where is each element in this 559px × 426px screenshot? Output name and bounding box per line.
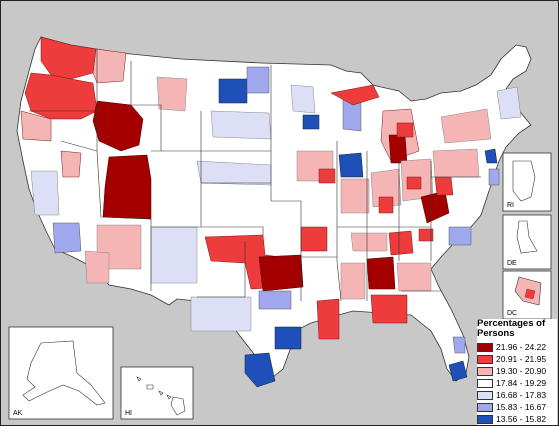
- dc-red-tract: [524, 288, 536, 300]
- delaware-shape: [516, 220, 538, 254]
- legend-item: 15.83 - 16.67: [477, 401, 557, 413]
- region-houston-blue: [274, 326, 302, 350]
- legend-label: 20.91 - 21.95: [496, 354, 547, 364]
- inset-delaware: DE: [502, 214, 552, 270]
- legend-label: 13.56 - 15.82: [496, 414, 547, 424]
- legend-label: 15.83 - 16.67: [496, 402, 547, 412]
- legend-swatch: [477, 354, 493, 364]
- legend-swatch: [477, 378, 493, 388]
- legend-label: 21.96 - 24.22: [496, 342, 547, 352]
- region-florida-blue: [448, 360, 468, 382]
- region-idaho: [92, 100, 144, 152]
- region-tennessee-red: [388, 230, 414, 256]
- region-chicago-blue: [338, 152, 364, 178]
- region-michigan-dark: [388, 134, 408, 164]
- region-south-texas-blue: [244, 352, 276, 388]
- legend-swatch: [477, 342, 493, 352]
- region-new-england-light: [496, 86, 522, 120]
- region-alabama-south-red: [370, 294, 408, 324]
- region-mississippi-pink: [340, 262, 366, 300]
- region-ohio-red: [406, 176, 422, 190]
- region-washington-west: [40, 36, 97, 80]
- region-indiana-pink: [370, 168, 402, 208]
- region-florida-lavender: [452, 336, 466, 354]
- region-minnesota-blue: [302, 114, 320, 130]
- region-new-york-pink: [440, 108, 492, 144]
- region-pennsylvania-pink: [432, 148, 480, 178]
- region-virginia-red: [418, 228, 434, 242]
- rhode-island-shape: [512, 160, 536, 202]
- region-virginia-lavender: [448, 226, 472, 246]
- region-nevada-pink: [60, 150, 82, 178]
- region-georgia-pink: [396, 262, 432, 292]
- legend-item: 16.68 - 17.83: [477, 389, 557, 401]
- region-texas-light: [190, 296, 252, 332]
- region-south-dakota-light: [210, 110, 272, 140]
- region-new-york-blue: [484, 148, 498, 164]
- legend-item: 19.30 - 20.90: [477, 365, 557, 377]
- region-tennessee-pink: [350, 232, 388, 252]
- region-washington-east: [92, 48, 127, 84]
- legend-label: 16.68 - 17.83: [496, 390, 547, 400]
- alaska-label: AK: [13, 410, 23, 417]
- legend-label: 19.30 - 20.90: [496, 366, 547, 376]
- legend-label: 17.84 - 19.29: [496, 378, 547, 388]
- legend-item: 21.96 - 24.22: [477, 341, 557, 353]
- alaska-shape: [22, 340, 106, 406]
- legend-swatch: [477, 402, 493, 412]
- region-nebraska-light: [196, 160, 272, 186]
- region-california-south-pink: [84, 250, 110, 284]
- legend-swatch: [477, 366, 493, 376]
- dc-label: DC: [507, 310, 517, 317]
- legend-swatch: [477, 390, 493, 400]
- region-texas-lavender: [258, 290, 292, 310]
- region-oklahoma-dark: [258, 254, 304, 292]
- region-missouri-red: [318, 168, 336, 184]
- legend: Percentages of Persons 21.96 - 24.22 20.9…: [477, 319, 557, 425]
- region-montana-pink: [156, 76, 188, 112]
- region-michigan-upper: [330, 84, 380, 106]
- region-kentucky-red: [378, 196, 394, 214]
- legend-item: 13.56 - 15.82: [477, 413, 557, 425]
- region-illinois-pink: [340, 178, 370, 214]
- region-arkansas-red: [300, 226, 328, 252]
- region-louisiana-red: [316, 298, 340, 340]
- state-boundaries: [29, 49, 481, 302]
- inset-dc: DC: [502, 270, 552, 320]
- region-oregon-pink: [20, 110, 52, 142]
- region-new-mexico-light: [150, 226, 198, 284]
- hawaii-label: HI: [125, 410, 132, 417]
- region-alabama-dark: [366, 256, 396, 290]
- region-west-virginia-red: [434, 176, 454, 196]
- delaware-label: DE: [507, 260, 517, 267]
- legend-title: Percentages of Persons: [477, 318, 546, 339]
- region-north-dakota-blue: [218, 78, 248, 104]
- region-minnesota-light: [290, 84, 316, 114]
- hawaii-shape: [136, 376, 186, 416]
- region-new-jersey-lavender: [488, 168, 500, 186]
- region-nd-lavender: [246, 66, 270, 94]
- inset-hawaii: HI: [120, 366, 194, 420]
- legend-item: 20.91 - 21.95: [477, 353, 557, 365]
- inset-rhode-island: RI: [502, 152, 552, 212]
- legend-swatch: [477, 414, 493, 424]
- region-michigan-red: [396, 122, 414, 138]
- region-california-light: [30, 170, 60, 216]
- inset-alaska: AK: [8, 326, 114, 420]
- region-oregon: [24, 72, 98, 120]
- legend-items: 21.96 - 24.22 20.91 - 21.95 19.30 - 20.90 1…: [477, 341, 557, 425]
- region-california-lavender: [52, 222, 82, 254]
- rhode-island-label: RI: [507, 202, 514, 209]
- region-utah: [102, 154, 152, 220]
- legend-item: 17.84 - 19.29: [477, 377, 557, 389]
